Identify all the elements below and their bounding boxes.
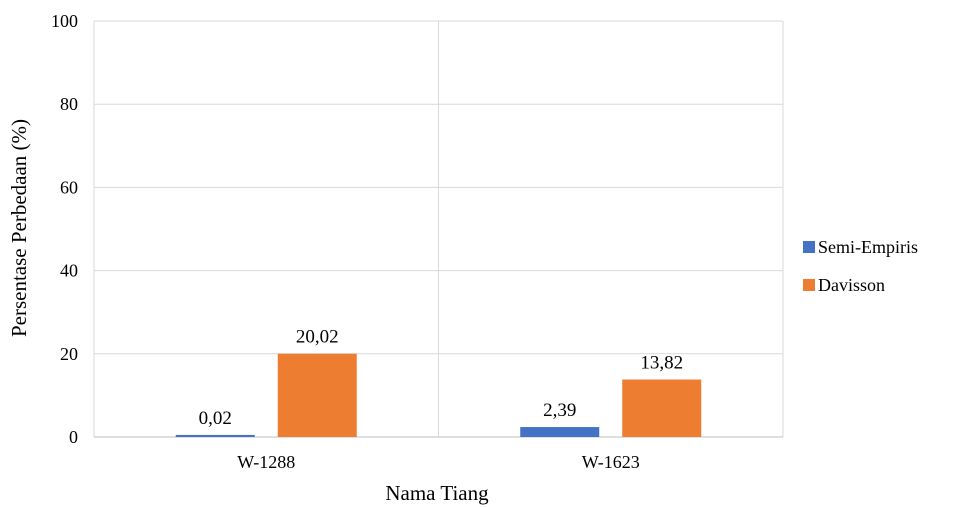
x-tick-label: W-1623	[582, 452, 640, 472]
bars	[175, 353, 702, 437]
bar-semi-empiris-w-1288	[175, 434, 255, 437]
grid	[93, 20, 784, 438]
y-tick-label: 60	[60, 177, 78, 197]
y-axis-ticks: 0 20 40 60 80 100	[51, 11, 78, 447]
y-axis-title: Persentase Perbedaan (%)	[7, 119, 31, 337]
legend-swatch	[803, 279, 815, 291]
data-labels: 0,02 20,02 2,39 13,82	[199, 327, 684, 429]
x-axis-title: Nama Tiang	[385, 481, 489, 505]
y-tick-label: 100	[51, 11, 78, 31]
legend-label: Davisson	[818, 275, 885, 295]
x-tick-label: W-1288	[237, 452, 295, 472]
data-label: 0,02	[199, 408, 232, 429]
bar-davisson-w-1623	[622, 379, 702, 437]
y-tick-label: 40	[60, 261, 78, 281]
data-label: 13,82	[640, 353, 683, 374]
y-tick-label: 20	[60, 344, 78, 364]
bar-davisson-w-1288	[277, 353, 357, 437]
y-tick-label: 80	[60, 94, 78, 114]
data-label: 2,39	[543, 400, 576, 421]
legend: Semi-Empiris Davisson	[803, 237, 918, 295]
legend-label: Semi-Empiris	[818, 237, 918, 257]
x-axis-ticks: W-1288 W-1623	[237, 452, 640, 472]
y-tick-label: 0	[69, 427, 78, 447]
data-label: 20,02	[296, 327, 339, 348]
legend-swatch	[803, 241, 815, 253]
bar-semi-empiris-w-1623	[520, 427, 600, 437]
